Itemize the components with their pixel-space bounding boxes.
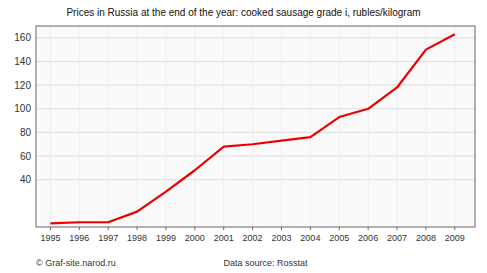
footer-annotation: © Graf-site.narod.ru xyxy=(36,258,116,268)
x-tick-label: 2007 xyxy=(387,233,407,243)
grid-line-x xyxy=(79,26,80,227)
grid-line-x xyxy=(281,26,282,227)
x-tick-label: 1999 xyxy=(156,233,176,243)
grid-line-x xyxy=(310,26,311,227)
x-tick-label: 2001 xyxy=(214,233,234,243)
chart-container: 40 60 80 100 120 140 160 1995 1996 1997 1998 1999 20… xyxy=(0,0,487,273)
grid-line-x xyxy=(50,26,51,227)
data-line xyxy=(50,34,454,223)
x-tick xyxy=(108,227,109,230)
x-tick-label: 2006 xyxy=(358,233,378,243)
x-tick xyxy=(165,227,166,230)
x-tick-label: 1998 xyxy=(127,233,147,243)
x-tick-label: 2009 xyxy=(445,233,465,243)
grid-line-x xyxy=(425,26,426,227)
grid-line-x xyxy=(223,26,224,227)
grid-line-y xyxy=(36,61,475,62)
x-tick-label: 2008 xyxy=(416,233,436,243)
grid-line-x xyxy=(252,26,253,227)
x-tick-label: 2004 xyxy=(300,233,320,243)
grid-line-x xyxy=(368,26,369,227)
x-tick xyxy=(368,227,369,230)
y-tick-label: 60 xyxy=(20,151,32,162)
plot-background xyxy=(36,26,475,227)
plot-frame xyxy=(36,26,475,227)
x-tick xyxy=(281,227,282,230)
grid-line-x xyxy=(137,26,138,227)
y-tick-label: 160 xyxy=(14,32,31,43)
grid-line-y xyxy=(36,37,475,38)
y-tick-label: 80 xyxy=(20,127,32,138)
x-tick xyxy=(454,227,455,230)
grid-line-y xyxy=(36,132,475,133)
grid-line-x xyxy=(339,26,340,227)
y-tick-label: 140 xyxy=(14,56,31,67)
y-tick-label: 100 xyxy=(14,103,31,114)
grid-line-y xyxy=(36,108,475,109)
grid-line-x xyxy=(194,26,195,227)
chart-title: Prices in Russia at the end of the year:… xyxy=(66,7,420,18)
x-tick xyxy=(339,227,340,230)
grid xyxy=(36,26,475,227)
grid-line-y xyxy=(36,156,475,157)
x-tick xyxy=(194,227,195,230)
x-tick xyxy=(137,227,138,230)
x-tick xyxy=(50,227,51,230)
grid-line-x xyxy=(397,26,398,227)
x-tick-label: 2000 xyxy=(185,233,205,243)
y-tick-label: 40 xyxy=(20,174,32,185)
grid-line-y xyxy=(36,85,475,86)
y-tick-label: 120 xyxy=(14,80,31,91)
grid-line-x xyxy=(108,26,109,227)
grid-line-y xyxy=(36,179,475,180)
grid-line-x xyxy=(165,26,166,227)
x-tick-label: 1997 xyxy=(98,233,118,243)
x-tick-label: 2005 xyxy=(329,233,349,243)
x-tick-label: 2002 xyxy=(243,233,263,243)
grid-line-x xyxy=(454,26,455,227)
x-tick xyxy=(310,227,311,230)
x-tick xyxy=(223,227,224,230)
x-tick xyxy=(397,227,398,230)
x-tick-label: 1995 xyxy=(40,233,60,243)
chart-svg: 40 60 80 100 120 140 160 1995 1996 1997 1998 1999 20… xyxy=(0,0,487,273)
footer-annotation: Data source: Rosstat xyxy=(224,258,309,268)
data-layer xyxy=(50,34,454,223)
x-tick-label: 1996 xyxy=(69,233,89,243)
x-tick xyxy=(425,227,426,230)
x-tick-label: 2003 xyxy=(271,233,291,243)
x-tick xyxy=(252,227,253,230)
x-tick xyxy=(79,227,80,230)
